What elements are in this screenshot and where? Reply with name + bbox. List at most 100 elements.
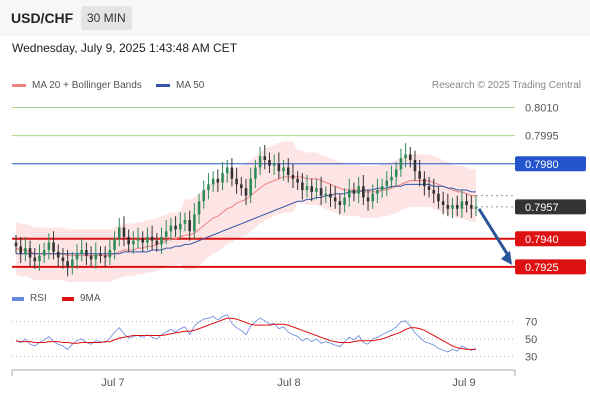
candle-body xyxy=(160,236,163,245)
candle-body xyxy=(164,231,168,237)
candle-body xyxy=(437,193,440,202)
candle-body xyxy=(47,242,51,250)
level-label: 0.7940 xyxy=(525,234,559,246)
candle-body xyxy=(28,248,32,258)
candle-body xyxy=(418,171,421,179)
candle-body xyxy=(19,246,22,254)
level-label: 0.8010 xyxy=(525,103,559,115)
candles xyxy=(14,143,478,277)
candle-body xyxy=(385,180,389,187)
forecast-arrow-head xyxy=(501,250,512,265)
candle-body xyxy=(258,156,262,168)
candle-body xyxy=(221,173,224,183)
candle-body xyxy=(136,238,140,241)
legend-ma50-label: MA 50 xyxy=(176,80,205,91)
candle-body xyxy=(470,205,473,209)
candle-body xyxy=(117,227,121,239)
candle-body xyxy=(465,201,468,205)
level-labels: 0.8010 0.7995 0.7980 0.7940 0.7925 0.7957 xyxy=(515,103,586,275)
candle-body xyxy=(174,225,177,230)
candle-body xyxy=(376,190,379,194)
copyright-text: Research © 2025 Trading Central xyxy=(431,80,581,91)
rsi-tick-label: 70 xyxy=(525,317,537,329)
level-label-bg xyxy=(515,156,586,172)
candle-body xyxy=(268,160,271,166)
candle-body xyxy=(244,188,248,196)
candle-body xyxy=(282,167,285,172)
bollinger-band-fill xyxy=(16,141,476,282)
candle-body xyxy=(413,160,417,172)
candle-body xyxy=(71,259,74,267)
candle-body xyxy=(122,227,126,237)
candle-body xyxy=(460,201,464,209)
candle-body xyxy=(141,238,145,243)
candle-body xyxy=(347,190,351,198)
timeframe-badge[interactable]: 30 MIN xyxy=(81,6,132,30)
candle-body xyxy=(235,178,238,185)
legend-rsi-label: RSI xyxy=(30,293,47,304)
candle-body xyxy=(455,205,459,209)
candle-body xyxy=(324,193,328,196)
chart-datetime: Wednesday, July 9, 2025 1:43:48 AM CET xyxy=(12,41,238,55)
symbol-title: USD/CHF xyxy=(11,10,74,26)
candle-body xyxy=(305,186,309,190)
candle-body xyxy=(380,186,384,190)
candle-body xyxy=(211,178,215,185)
candle-body xyxy=(254,167,257,179)
candle-body xyxy=(169,225,173,232)
candle-body xyxy=(85,250,88,256)
candle-body xyxy=(99,253,102,256)
candle-body xyxy=(446,205,450,209)
candle-body xyxy=(390,176,393,181)
candle-body xyxy=(207,184,210,190)
legend-ma20-swatch xyxy=(12,84,26,87)
candle-body xyxy=(225,167,229,174)
ma50-line xyxy=(16,183,476,255)
candle-body xyxy=(42,250,46,256)
candle-body xyxy=(146,236,149,243)
candle-body xyxy=(333,197,337,202)
candle-body xyxy=(24,248,27,254)
candle-body xyxy=(61,257,65,262)
x-tick-label: Jul 9 xyxy=(452,377,475,389)
rsi-line xyxy=(15,314,477,353)
current-price-label: 0.7957 xyxy=(525,202,559,214)
candle-body xyxy=(193,214,196,232)
x-tick-label: Jul 8 xyxy=(277,377,300,389)
candle-body xyxy=(371,193,375,202)
candle-body xyxy=(155,240,159,245)
candle-body xyxy=(103,255,107,258)
candle-body xyxy=(113,238,116,250)
candle-body xyxy=(216,178,220,183)
candle-body xyxy=(127,236,130,245)
candle-body xyxy=(399,158,403,170)
level-label: 0.7980 xyxy=(525,159,559,171)
candle-body xyxy=(263,156,267,160)
candle-body xyxy=(427,186,431,190)
candle-body xyxy=(338,201,342,205)
candle-body xyxy=(441,201,445,205)
candle-body xyxy=(240,184,243,189)
candle-body xyxy=(80,250,84,254)
candle-body xyxy=(352,190,356,194)
rsi-tick-label: 50 xyxy=(525,334,537,346)
legend-rsi-swatch xyxy=(12,296,24,301)
candle-body xyxy=(423,178,426,187)
candle-body xyxy=(178,223,182,230)
candle-body xyxy=(296,178,299,183)
candle-body xyxy=(66,261,69,267)
candle-body xyxy=(132,240,135,245)
candle-body xyxy=(474,206,478,209)
candle-body xyxy=(75,253,79,260)
candle-body xyxy=(52,242,55,252)
candle-body xyxy=(183,220,187,224)
legend-rsi-ma-label: 9MA xyxy=(80,293,101,304)
candle-body xyxy=(286,167,290,175)
current-price-label-bg xyxy=(515,199,586,215)
legend-rsi-ma: 9MA xyxy=(62,293,101,304)
rsi-tick-label: 30 xyxy=(525,351,537,363)
candle-body xyxy=(108,250,112,258)
candle-body xyxy=(310,186,314,192)
x-axis: Jul 7 Jul 8 Jul 9 xyxy=(11,369,516,389)
